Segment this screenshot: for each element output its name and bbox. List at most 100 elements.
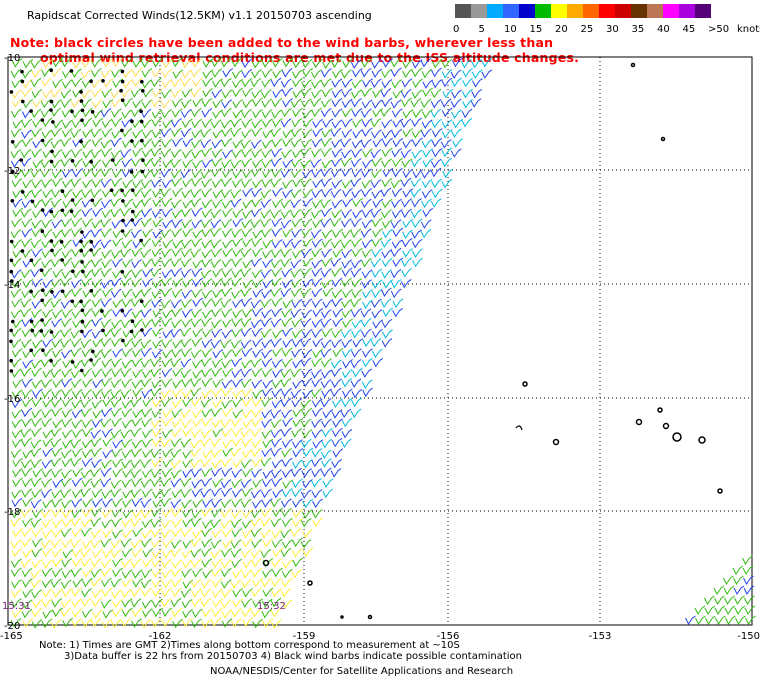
wind-barb	[362, 78, 373, 88]
wind-barb	[90, 577, 102, 588]
wind-barb	[252, 108, 263, 119]
wind-barb	[382, 137, 393, 148]
wind-barb	[231, 357, 243, 368]
wind-barb	[181, 599, 193, 609]
wind-barb	[391, 187, 403, 198]
wind-barb	[312, 348, 323, 359]
contamination-marker	[60, 258, 64, 262]
wind-barb	[281, 149, 293, 159]
colorbar-swatch	[551, 4, 567, 18]
wind-barb	[401, 198, 412, 208]
contamination-marker	[120, 229, 125, 233]
wind-barb	[162, 408, 174, 419]
wind-barb	[41, 388, 53, 399]
wind-barb	[121, 478, 133, 488]
wind-barb	[190, 68, 202, 78]
contamination-marker	[79, 99, 84, 103]
wind-barb	[122, 347, 133, 358]
wind-barb	[110, 407, 122, 418]
wind-barb	[300, 489, 312, 499]
wind-barb	[71, 77, 83, 88]
contamination-marker	[40, 138, 45, 143]
wind-barb	[162, 508, 173, 518]
wind-barb	[111, 417, 123, 428]
wind-barb	[81, 307, 93, 318]
wind-barb	[51, 219, 63, 229]
wind-barb	[252, 158, 263, 169]
wind-barb	[241, 579, 252, 589]
wind-barb	[22, 398, 33, 408]
wind-barb	[291, 329, 303, 339]
wind-barb	[161, 617, 173, 628]
island	[552, 438, 560, 446]
wind-barb	[411, 238, 423, 249]
wind-barb	[351, 288, 363, 299]
wind-barb	[441, 147, 453, 158]
wind-barb	[320, 379, 332, 389]
wind-barb	[330, 217, 342, 228]
wind-barb	[742, 565, 754, 575]
wind-barb	[352, 338, 364, 348]
wind-barb	[60, 328, 72, 338]
wind-barb	[302, 67, 314, 78]
wind-barb	[162, 179, 173, 189]
y-axis-label: -18	[4, 507, 20, 518]
wind-barb	[72, 88, 83, 98]
wind-barb	[71, 598, 82, 608]
wind-barb	[91, 447, 102, 458]
wind-barb	[371, 169, 382, 179]
wind-barb	[201, 348, 213, 358]
wind-barb	[71, 477, 83, 488]
wind-barb	[271, 558, 282, 568]
wind-barb	[381, 97, 393, 108]
wind-barb	[280, 219, 292, 229]
wind-barb	[61, 149, 73, 159]
wind-barb	[171, 57, 183, 68]
wind-barb	[262, 587, 274, 598]
wind-barb	[341, 417, 353, 428]
wind-barb	[261, 158, 273, 169]
wind-barb	[320, 398, 332, 408]
wind-barb	[120, 538, 132, 548]
wind-barb	[132, 187, 144, 198]
wind-barb	[311, 357, 323, 368]
wind-barb	[172, 388, 183, 398]
wind-barb	[270, 77, 282, 88]
wind-barb	[171, 488, 183, 499]
wind-barb	[351, 348, 362, 358]
wind-barb	[80, 557, 92, 568]
wind-barb	[441, 119, 453, 129]
wind-barb	[42, 89, 54, 99]
wind-barb	[20, 367, 32, 378]
wind-barb	[320, 107, 332, 118]
wind-barb	[21, 327, 33, 338]
wind-barb	[71, 419, 83, 429]
wind-barb	[91, 307, 103, 318]
wind-barb	[41, 218, 53, 229]
wind-barb	[60, 579, 72, 589]
wind-barb	[332, 347, 344, 358]
wind-barb	[61, 408, 73, 419]
wind-barb	[290, 138, 302, 148]
wind-barb	[381, 249, 393, 259]
wind-barb	[390, 219, 402, 229]
contamination-marker	[80, 260, 84, 264]
contamination-marker	[29, 289, 33, 294]
wind-barb	[191, 397, 202, 407]
wind-barb	[121, 118, 133, 128]
wind-barb	[82, 439, 93, 449]
wind-barb	[332, 398, 343, 408]
wind-barb	[392, 89, 404, 99]
wind-barb	[101, 118, 113, 129]
wind-barb	[341, 149, 352, 159]
wind-barb	[321, 88, 333, 98]
island	[515, 425, 523, 431]
wind-barb	[280, 288, 292, 298]
wind-barb	[222, 368, 234, 378]
wind-barb	[361, 179, 373, 189]
wind-barb	[171, 108, 183, 118]
wind-barb	[291, 569, 302, 579]
wind-barb	[391, 128, 403, 139]
wind-barb	[192, 297, 204, 308]
island	[630, 62, 636, 68]
